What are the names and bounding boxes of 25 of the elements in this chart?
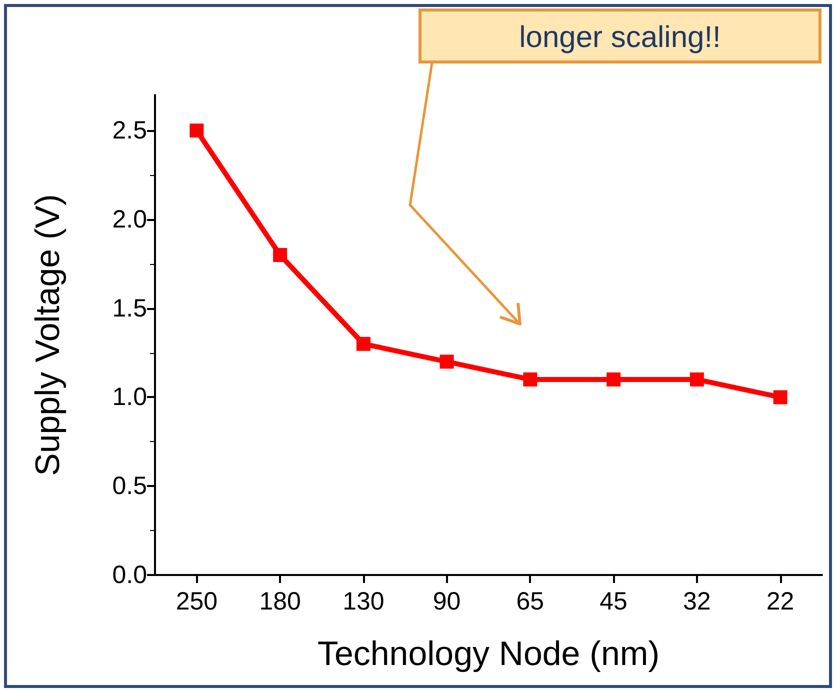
x-tick-label: 22 [766, 588, 794, 616]
x-tick-label: 130 [342, 588, 384, 616]
x-tick-label: 45 [600, 588, 628, 616]
text: longer scaling!! [519, 21, 721, 54]
point [523, 372, 538, 386]
x-tick-label: 180 [259, 588, 301, 616]
y-tick-label: 1.5 [112, 294, 147, 322]
x-tick-label: 90 [432, 588, 461, 616]
x-tick-label: 32 [683, 588, 711, 616]
x-tick-label: 250 [176, 588, 218, 616]
y-tick-label: 2.0 [112, 205, 147, 234]
point [273, 248, 288, 262]
point [773, 390, 788, 404]
point [440, 354, 454, 369]
y-tick-label: 1.0 [112, 383, 147, 412]
point [606, 372, 621, 386]
y-tick-label: 0.5 [112, 472, 147, 500]
point [356, 336, 370, 351]
point [190, 124, 204, 138]
x-axis-title: Technology Node (nm) [317, 635, 660, 673]
point [690, 372, 704, 386]
y-axis-title: Supply Voltage (V) [29, 194, 67, 476]
x-tick-label: 65 [516, 588, 544, 616]
y-tick-label: 2.5 [112, 116, 147, 145]
y-tick-label: 0.0 [112, 561, 147, 589]
